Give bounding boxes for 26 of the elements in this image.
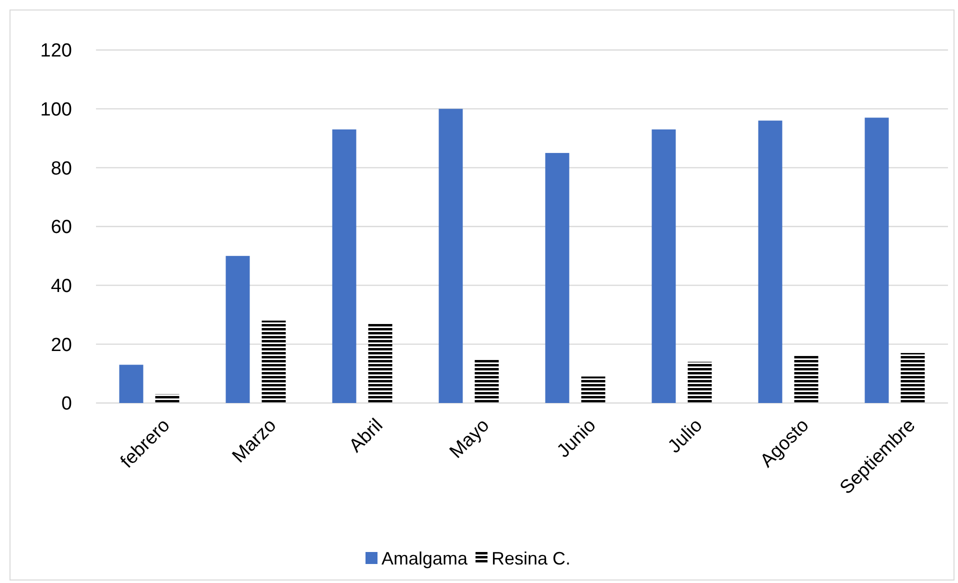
bar <box>581 376 606 403</box>
bar <box>688 362 712 403</box>
legend-label: Resina C. <box>492 548 571 568</box>
bar <box>652 129 676 403</box>
bar <box>368 324 392 403</box>
y-tick-label: 80 <box>50 158 72 180</box>
bar <box>545 152 570 403</box>
bar <box>794 356 818 403</box>
y-tick-label: 60 <box>50 217 72 238</box>
bar <box>332 129 356 403</box>
bar <box>226 256 250 403</box>
y-tick-label: 20 <box>50 334 72 356</box>
bar <box>119 364 144 403</box>
bar <box>155 394 180 403</box>
y-tick-label: 100 <box>40 99 72 120</box>
bar <box>438 108 463 403</box>
y-tick-label: 40 <box>50 276 72 297</box>
y-tick-label: 120 <box>40 40 72 62</box>
bar <box>474 358 499 403</box>
legend-label: Amalgama <box>382 548 469 568</box>
bar <box>864 118 889 403</box>
x-tick-label: Julio <box>664 415 707 458</box>
bar <box>262 320 286 403</box>
bar <box>900 352 925 403</box>
y-tick-label: 0 <box>61 394 72 415</box>
bar <box>758 120 782 403</box>
